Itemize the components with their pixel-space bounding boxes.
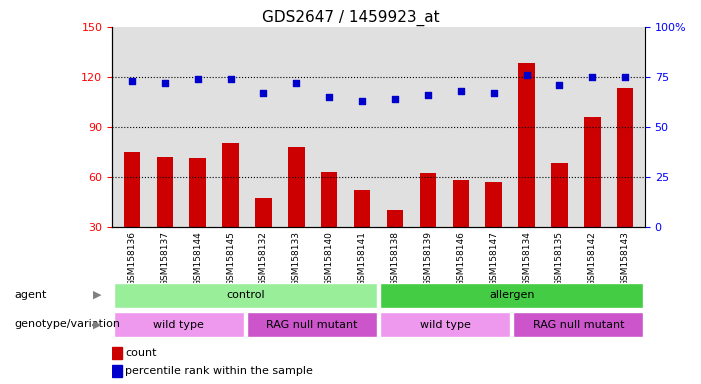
Text: GSM158132: GSM158132 bbox=[259, 231, 268, 286]
Bar bbox=[114, 313, 244, 337]
Point bbox=[291, 80, 302, 86]
Text: GSM158143: GSM158143 bbox=[620, 231, 629, 286]
Text: control: control bbox=[226, 290, 265, 300]
Text: GSM158146: GSM158146 bbox=[456, 231, 465, 286]
Bar bbox=[453, 180, 469, 227]
Point bbox=[554, 82, 565, 88]
Bar bbox=[354, 190, 370, 227]
Bar bbox=[380, 283, 644, 308]
Text: GSM158135: GSM158135 bbox=[555, 231, 564, 286]
Text: wild type: wild type bbox=[154, 320, 204, 330]
Bar bbox=[123, 152, 140, 227]
Text: agent: agent bbox=[14, 290, 46, 300]
Text: ▶: ▶ bbox=[93, 290, 102, 300]
Point bbox=[389, 96, 400, 102]
Point bbox=[159, 80, 170, 86]
Point bbox=[488, 90, 499, 96]
Text: RAG null mutant: RAG null mutant bbox=[266, 320, 358, 330]
Text: GSM158134: GSM158134 bbox=[522, 231, 531, 286]
Text: wild type: wild type bbox=[420, 320, 470, 330]
Bar bbox=[222, 143, 239, 227]
Bar bbox=[321, 172, 337, 227]
Text: percentile rank within the sample: percentile rank within the sample bbox=[125, 366, 313, 376]
Bar bbox=[288, 147, 304, 227]
Bar bbox=[513, 313, 644, 337]
Text: RAG null mutant: RAG null mutant bbox=[533, 320, 624, 330]
Bar bbox=[584, 117, 601, 227]
Text: GSM158139: GSM158139 bbox=[423, 231, 433, 286]
Point bbox=[225, 76, 236, 82]
Text: ▶: ▶ bbox=[93, 319, 102, 329]
Bar bbox=[255, 198, 272, 227]
Bar bbox=[189, 158, 206, 227]
Text: GDS2647 / 1459923_at: GDS2647 / 1459923_at bbox=[261, 10, 440, 26]
Point bbox=[455, 88, 466, 94]
Text: GSM158144: GSM158144 bbox=[193, 231, 202, 286]
Text: allergen: allergen bbox=[489, 290, 534, 300]
Point bbox=[126, 78, 137, 84]
Point bbox=[587, 74, 598, 80]
Text: GSM158141: GSM158141 bbox=[358, 231, 367, 286]
Bar bbox=[156, 157, 173, 227]
Text: genotype/variation: genotype/variation bbox=[14, 319, 120, 329]
Bar bbox=[247, 313, 377, 337]
Bar bbox=[518, 63, 535, 227]
Text: count: count bbox=[125, 348, 157, 358]
Bar bbox=[387, 210, 403, 227]
Point bbox=[620, 74, 631, 80]
Point bbox=[521, 72, 532, 78]
Bar bbox=[551, 163, 568, 227]
Bar bbox=[420, 173, 436, 227]
Point bbox=[357, 98, 368, 104]
Text: GSM158140: GSM158140 bbox=[325, 231, 334, 286]
Bar bbox=[380, 313, 510, 337]
Text: GSM158138: GSM158138 bbox=[390, 231, 400, 286]
Bar bbox=[114, 283, 377, 308]
Point bbox=[192, 76, 203, 82]
Bar bbox=[485, 182, 502, 227]
Text: GSM158147: GSM158147 bbox=[489, 231, 498, 286]
Bar bbox=[112, 347, 122, 359]
Bar bbox=[112, 365, 122, 376]
Point bbox=[324, 94, 335, 100]
Point bbox=[422, 92, 433, 98]
Text: GSM158133: GSM158133 bbox=[292, 231, 301, 286]
Bar bbox=[617, 88, 634, 227]
Text: GSM158137: GSM158137 bbox=[161, 231, 169, 286]
Text: GSM158142: GSM158142 bbox=[588, 231, 597, 286]
Text: GSM158145: GSM158145 bbox=[226, 231, 235, 286]
Point bbox=[258, 90, 269, 96]
Text: GSM158136: GSM158136 bbox=[128, 231, 137, 286]
